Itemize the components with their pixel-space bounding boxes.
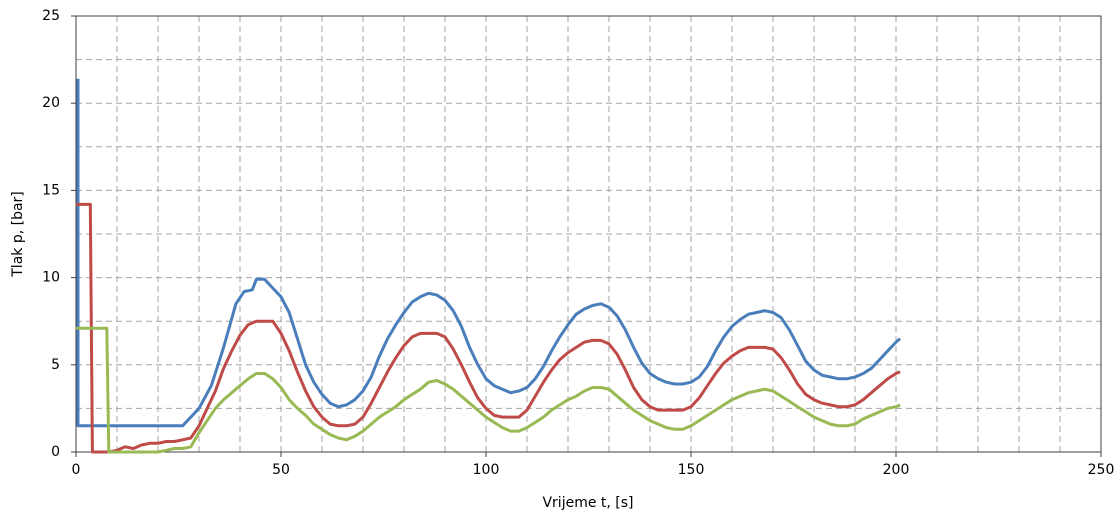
y-tick-label: 25 bbox=[42, 8, 60, 24]
y-axis-title: Tlak p, [bar] bbox=[10, 191, 26, 278]
y-tick-label: 0 bbox=[51, 444, 60, 460]
x-axis-title: Vrijeme t, [s] bbox=[542, 495, 633, 511]
plot-border bbox=[75, 15, 1102, 453]
x-tick-label: 50 bbox=[272, 462, 290, 478]
series-line bbox=[76, 202, 901, 454]
x-tick-label: 0 bbox=[72, 462, 81, 478]
series-line bbox=[76, 78, 902, 428]
series-line bbox=[76, 326, 901, 454]
x-tick-label: 100 bbox=[473, 462, 500, 478]
y-tick-label: 20 bbox=[42, 95, 60, 111]
x-tick-label: 200 bbox=[883, 462, 910, 478]
y-tick-label: 15 bbox=[42, 182, 60, 198]
x-tick-label: 150 bbox=[678, 462, 705, 478]
y-tick-label: 5 bbox=[51, 357, 60, 373]
x-tick-label: 250 bbox=[1088, 462, 1115, 478]
y-tick-label: 10 bbox=[42, 270, 60, 286]
